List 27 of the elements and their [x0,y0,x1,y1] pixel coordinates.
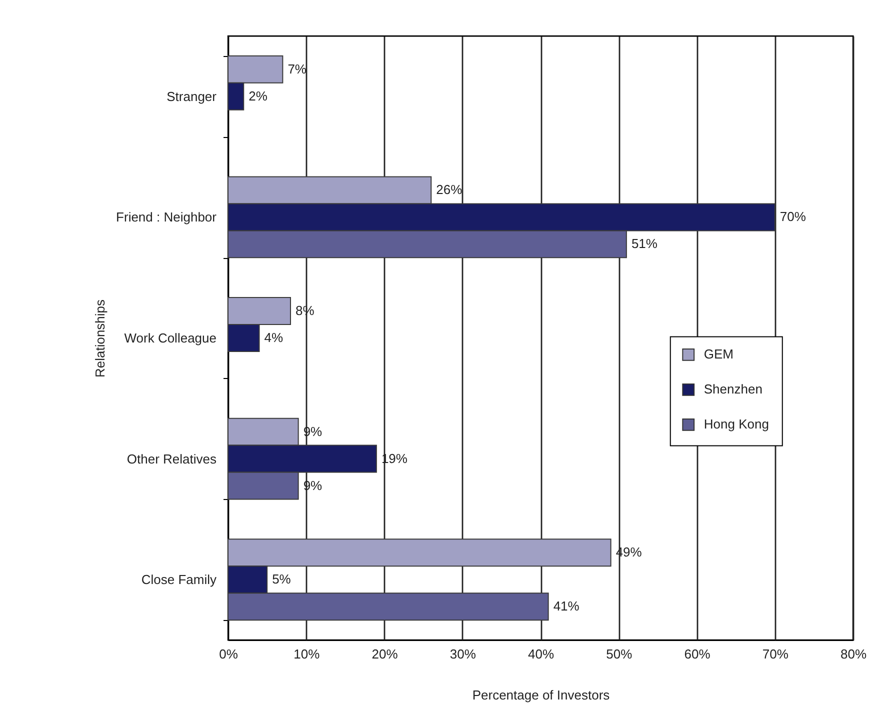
y-tick-label: Stranger [166,88,218,104]
y-tick-label: Work Colleague [124,330,216,346]
x-tick-label: 10% [294,646,320,662]
legend-label: Hong Kong [704,416,769,432]
data-label: 2% [248,88,268,104]
x-tick-label: 30% [450,646,476,662]
legend-label: GEM [704,346,734,362]
data-label: 4% [264,330,284,345]
x-tick-label: 80% [840,646,867,662]
data-label: 5% [272,572,292,587]
y-tick-label: Other Relatives [126,451,217,466]
x-tick-label: 20% [372,646,398,662]
x-tick-label: 40% [528,646,554,662]
y-tick-label: Close Family [141,572,217,588]
x-tick-label: 70% [762,646,789,662]
data-label: 51% [631,236,658,252]
x-tick-label: 0% [219,646,238,662]
data-label: 7% [288,61,307,76]
legend-label: Shenzhen [704,382,762,397]
x-tick-label: 60% [684,646,711,662]
y-tick-label: Friend : Neighbor [116,210,218,225]
x-axis-title: Percentage of Investors [472,688,610,702]
data-label: 70% [780,209,806,224]
data-label: 41% [553,598,580,614]
y-axis-title: Relationships [92,298,108,378]
x-tick-label: 50% [606,646,633,662]
data-label: 26% [436,182,463,198]
